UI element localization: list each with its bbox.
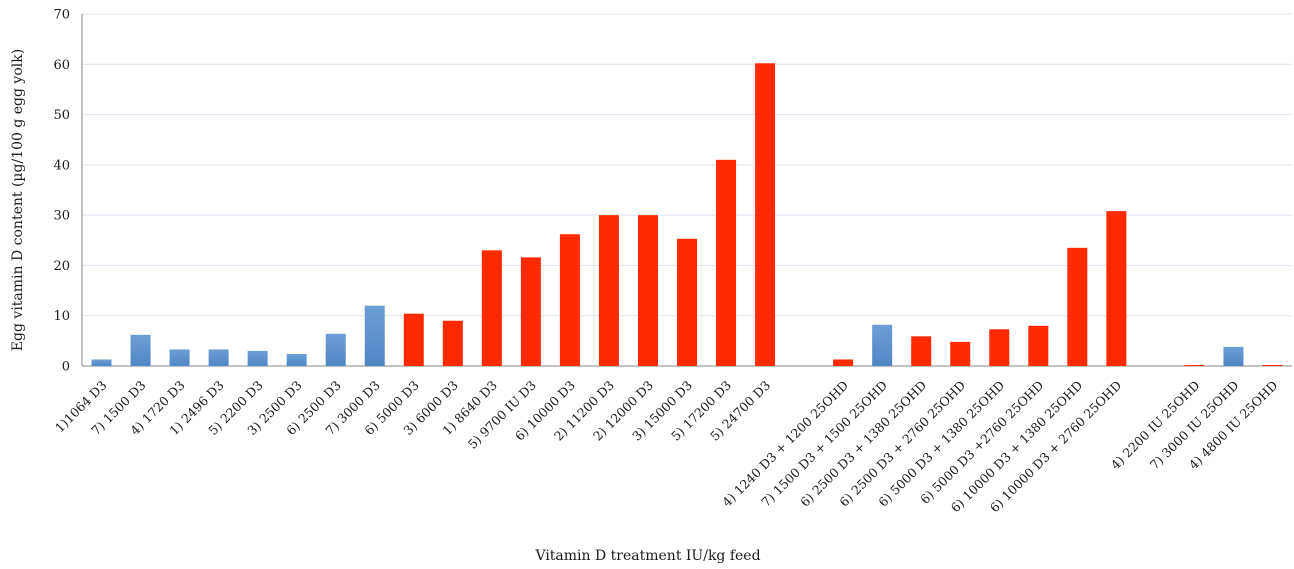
y-axis-ticks: 0 10 20 30 40 50 60 70 bbox=[53, 8, 70, 375]
y-tick-label: 30 bbox=[53, 209, 70, 224]
gridlines bbox=[82, 13, 1292, 317]
bar bbox=[364, 305, 385, 366]
bar bbox=[208, 349, 229, 366]
bar bbox=[286, 353, 307, 366]
bar bbox=[1028, 325, 1049, 366]
bar bbox=[1262, 364, 1283, 366]
bar bbox=[1223, 346, 1244, 366]
bars bbox=[91, 63, 1283, 366]
y-tick-label: 70 bbox=[53, 8, 70, 23]
y-tick-label: 50 bbox=[53, 108, 70, 123]
bar bbox=[755, 63, 776, 366]
bar bbox=[637, 215, 658, 366]
x-tick-label: 5) 9700 IU D3 bbox=[465, 377, 539, 451]
y-tick-label: 20 bbox=[53, 259, 70, 274]
bar bbox=[403, 313, 424, 366]
bar bbox=[442, 320, 463, 366]
bar bbox=[716, 159, 737, 366]
bar bbox=[91, 359, 112, 366]
bar bbox=[872, 324, 893, 366]
bar bbox=[481, 250, 502, 366]
bar bbox=[677, 238, 697, 366]
y-tick-label: 0 bbox=[62, 360, 70, 375]
bar bbox=[130, 334, 151, 366]
y-tick-label: 10 bbox=[53, 309, 70, 324]
y-axis-title: Egg vitamin D content (µg/100 g egg yolk… bbox=[10, 49, 26, 351]
y-tick-label: 60 bbox=[53, 58, 70, 73]
bar bbox=[1067, 247, 1088, 366]
bar bbox=[833, 359, 854, 366]
bar bbox=[598, 215, 619, 366]
bar bbox=[1184, 364, 1205, 366]
bar bbox=[559, 234, 580, 366]
x-axis-category-labels: 1)1064 D37) 1500 D34) 1720 D31) 2496 D35… bbox=[52, 377, 1281, 515]
bar bbox=[911, 336, 932, 366]
bar bbox=[950, 341, 971, 366]
bar bbox=[247, 350, 268, 366]
bar bbox=[1106, 211, 1127, 366]
bar bbox=[989, 329, 1010, 366]
x-axis-title: Vitamin D treatment IU/kg feed bbox=[534, 548, 760, 564]
bar bbox=[520, 257, 541, 366]
bar bbox=[169, 349, 190, 366]
bar bbox=[325, 333, 346, 366]
y-tick-label: 40 bbox=[53, 158, 70, 173]
